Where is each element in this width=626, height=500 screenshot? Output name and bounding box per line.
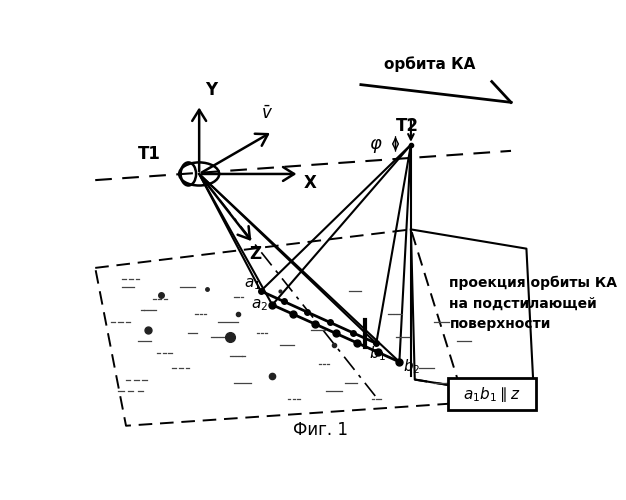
Text: проекция орбиты КА
на подстилающей
поверхности: проекция орбиты КА на подстилающей повер… [449, 276, 617, 331]
Text: Фиг. 1: Фиг. 1 [294, 421, 348, 439]
Text: T1: T1 [138, 144, 160, 162]
Text: $a_1$: $a_1$ [244, 276, 261, 292]
Text: $b_1$: $b_1$ [369, 345, 386, 364]
Text: $\bar{v}$: $\bar{v}$ [261, 104, 273, 122]
Text: X: X [304, 174, 317, 192]
Text: $b_2$: $b_2$ [403, 357, 421, 376]
Text: $a_2$: $a_2$ [251, 298, 268, 314]
Text: $a_1 b_1 \parallel z$: $a_1 b_1 \parallel z$ [463, 384, 520, 404]
FancyBboxPatch shape [448, 378, 536, 410]
Text: $\varphi$: $\varphi$ [369, 136, 382, 154]
Text: T2: T2 [396, 117, 419, 135]
Text: орбита КА: орбита КА [384, 56, 475, 72]
Text: Z: Z [249, 244, 261, 262]
Text: Y: Y [205, 80, 217, 98]
